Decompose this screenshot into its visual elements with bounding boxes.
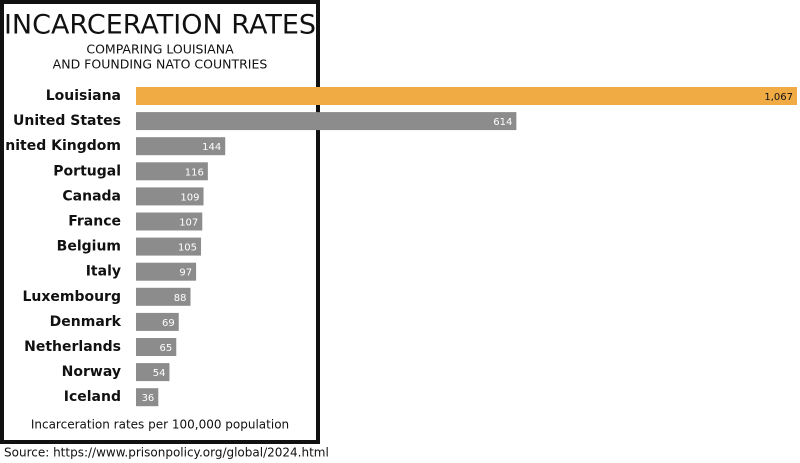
bar (136, 338, 177, 356)
category-label: Italy (86, 264, 121, 280)
bar (136, 262, 197, 281)
value-label: 69 (162, 318, 175, 329)
bar (136, 162, 208, 181)
category-label: United Kingdom (0, 138, 121, 154)
bar (136, 87, 797, 105)
category-label: Canada (62, 188, 121, 204)
value-label: 36 (142, 393, 155, 404)
category-label: Belgium (57, 239, 121, 255)
value-label: 105 (178, 243, 197, 254)
value-label: 107 (179, 218, 198, 229)
value-label: 1,067 (764, 92, 793, 103)
bar (136, 212, 203, 231)
value-label: 144 (202, 142, 221, 153)
bar (136, 388, 159, 407)
category-label: Denmark (50, 314, 122, 330)
value-label: 65 (160, 343, 173, 354)
frame (0, 0, 320, 444)
chart-subtitle: AND FOUNDING NATO COUNTRIES (53, 57, 268, 72)
category-label: United States (13, 113, 121, 129)
category-label: Louisiana (46, 88, 121, 104)
value-label: 97 (179, 268, 192, 279)
value-label: 614 (493, 117, 512, 128)
bar (136, 237, 202, 256)
value-label: 88 (174, 293, 187, 304)
category-label: Netherlands (24, 339, 121, 355)
category-label: Luxembourg (22, 289, 121, 305)
bar (136, 312, 179, 331)
chart-subtitle: COMPARING LOUISIANA (86, 42, 234, 57)
category-label: Norway (62, 364, 121, 380)
bar (136, 287, 191, 306)
bar (136, 363, 170, 382)
chart-title: INCARCERATION RATES (4, 10, 316, 41)
value-label: 54 (153, 368, 166, 379)
note: Incarceration rates per 100,000 populati… (31, 418, 289, 432)
value-label: 116 (185, 167, 204, 178)
value-label: 109 (180, 192, 199, 203)
category-label: France (68, 214, 121, 230)
category-label: Iceland (64, 389, 121, 405)
bar (136, 112, 517, 131)
bar (136, 187, 204, 206)
category-label: Portugal (53, 163, 121, 179)
source: Source: https://www.prisonpolicy.org/glo… (4, 446, 329, 460)
bar (136, 137, 226, 156)
